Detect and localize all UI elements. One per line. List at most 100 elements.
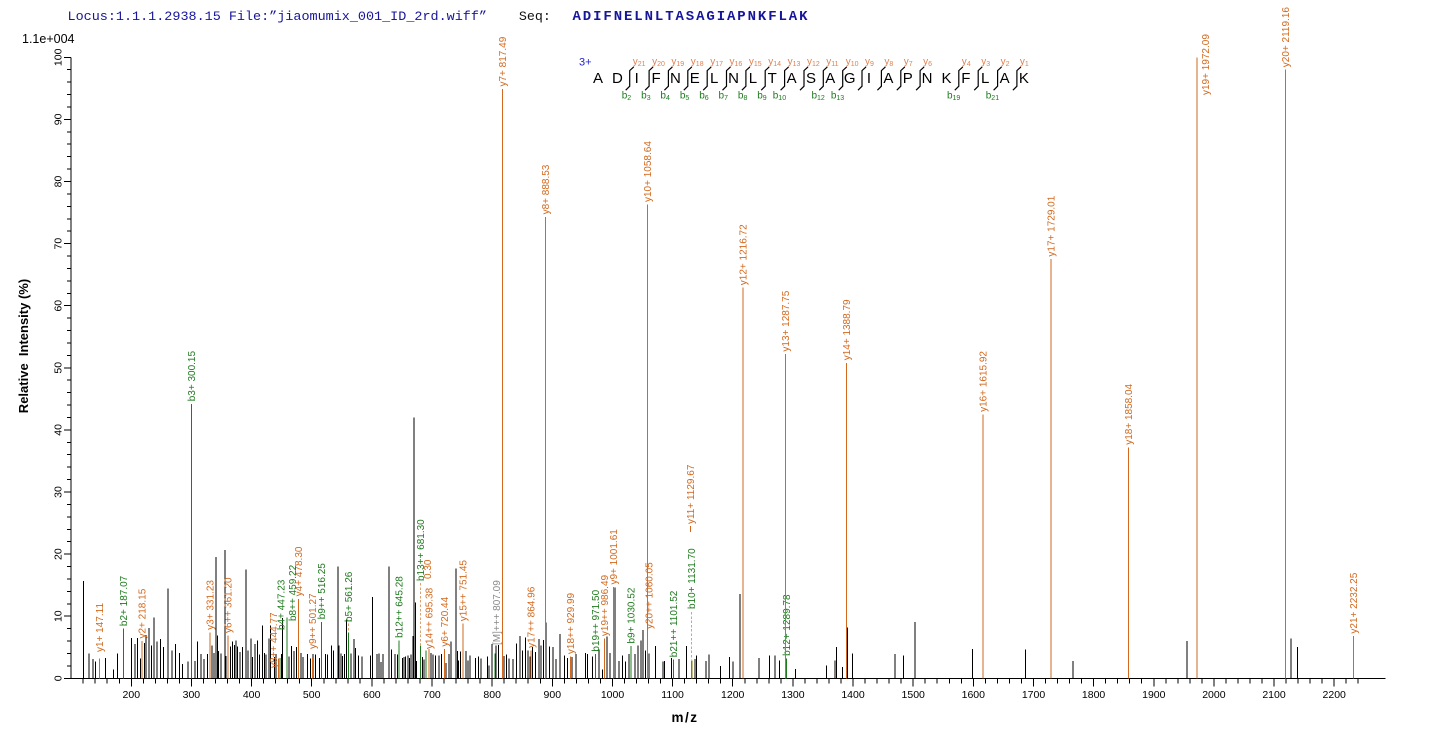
svg-text:y20++ 1060.05: y20++ 1060.05	[645, 562, 656, 629]
svg-text:10: 10	[53, 610, 65, 622]
svg-text:y2: y2	[1001, 57, 1010, 69]
svg-text:500: 500	[303, 689, 321, 701]
svg-text:b9: b9	[757, 91, 767, 103]
svg-text:y6++ 361.20: y6++ 361.20	[224, 577, 235, 633]
svg-text:900: 900	[544, 689, 562, 701]
svg-text:y14+ 1388.79: y14+ 1388.79	[842, 299, 853, 360]
svg-text:y20+ 2119.16: y20+ 2119.16	[1281, 7, 1292, 68]
svg-text:y14++ 695.38: y14++ 695.38	[425, 587, 436, 649]
svg-text:600: 600	[363, 689, 381, 701]
svg-text:m/z: m/z	[671, 710, 698, 725]
svg-text:800: 800	[483, 689, 501, 701]
svg-text:b8++ 459.22: b8++ 459.22	[288, 564, 299, 621]
svg-text:L: L	[981, 70, 989, 87]
svg-text:50: 50	[53, 362, 65, 374]
svg-text:y8: y8	[884, 57, 893, 69]
svg-text:b12++ 645.28: b12++ 645.28	[395, 576, 406, 638]
svg-text:K: K	[941, 70, 951, 87]
svg-text:1900: 1900	[1142, 689, 1166, 701]
svg-text:1.1e+004: 1.1e+004	[22, 32, 75, 46]
svg-text:y16: y16	[730, 57, 743, 69]
svg-text:E: E	[690, 70, 700, 87]
svg-text:N: N	[728, 70, 739, 87]
svg-text:y10: y10	[846, 57, 859, 69]
svg-text:Seq:: Seq:	[519, 9, 551, 24]
svg-text:Relative Intensity (%): Relative Intensity (%)	[16, 279, 31, 413]
svg-text:S: S	[806, 70, 816, 87]
svg-text:b13++ 681.30: b13++ 681.30	[416, 519, 427, 581]
svg-text:0: 0	[53, 675, 65, 681]
svg-text:N: N	[670, 70, 681, 87]
svg-text:y14: y14	[768, 57, 781, 69]
svg-text:y19++ 986.49: y19++ 986.49	[600, 574, 611, 636]
svg-text:b4: b4	[660, 91, 670, 103]
svg-text:2200: 2200	[1323, 689, 1347, 701]
svg-text:30: 30	[53, 486, 65, 498]
svg-text:L: L	[710, 70, 718, 87]
svg-text:b19++ 971.50: b19++ 971.50	[591, 589, 602, 651]
svg-text:y4: y4	[962, 57, 971, 69]
svg-text:b3+ 300.15: b3+ 300.15	[187, 351, 198, 402]
svg-text:y17: y17	[710, 57, 723, 69]
svg-text:F: F	[961, 70, 970, 87]
svg-text:b9++ 516.25: b9++ 516.25	[317, 563, 328, 620]
svg-text:y18+ 1858.04: y18+ 1858.04	[1124, 383, 1135, 444]
svg-text:D: D	[612, 70, 623, 87]
svg-text:1400: 1400	[841, 689, 865, 701]
svg-text:b19: b19	[947, 91, 960, 103]
svg-text:b6: b6	[699, 91, 709, 103]
svg-text:y8++ 444.77: y8++ 444.77	[269, 612, 280, 668]
svg-text:y13+ 1287.75: y13+ 1287.75	[781, 290, 792, 351]
svg-text:y12+ 1216.72: y12+ 1216.72	[738, 224, 749, 285]
svg-text:y8+ 888.53: y8+ 888.53	[541, 164, 552, 214]
svg-text:b2+ 187.07: b2+ 187.07	[119, 575, 130, 626]
svg-text:b10+ 1131.70: b10+ 1131.70	[687, 548, 698, 609]
svg-text:200: 200	[123, 689, 141, 701]
svg-text:b21: b21	[986, 91, 999, 103]
svg-text:700: 700	[423, 689, 441, 701]
svg-text:y1: y1	[1020, 57, 1029, 69]
svg-text:L: L	[749, 70, 757, 87]
svg-text:1600: 1600	[962, 689, 986, 701]
svg-text:b3: b3	[641, 91, 651, 103]
svg-text:F: F	[652, 70, 661, 87]
svg-text:A: A	[1000, 70, 1010, 87]
svg-text:y2+ 218.15: y2+ 218.15	[138, 588, 149, 638]
svg-text:b13: b13	[831, 91, 844, 103]
svg-text:y15: y15	[749, 57, 762, 69]
svg-text:b10: b10	[773, 91, 786, 103]
svg-text:90: 90	[53, 113, 65, 125]
svg-text:1300: 1300	[781, 689, 805, 701]
svg-text:b12+ 1289.78: b12+ 1289.78	[782, 594, 793, 656]
svg-text:y10+ 1058.64: y10+ 1058.64	[643, 141, 654, 202]
svg-text:y4+ 478.30: y4+ 478.30	[294, 546, 305, 596]
svg-text:I: I	[867, 70, 871, 87]
svg-text:1100: 1100	[661, 689, 684, 701]
svg-text:Locus:1.1.1.2938.15 File:”jiao: Locus:1.1.1.2938.15 File:”jiaomumix_001_…	[68, 9, 488, 24]
svg-text:y7: y7	[904, 57, 913, 69]
svg-text:y6: y6	[923, 57, 932, 69]
svg-text:b5+ 561.26: b5+ 561.26	[344, 571, 355, 622]
svg-text:b8: b8	[738, 91, 748, 103]
svg-text:y9+ 1001.61: y9+ 1001.61	[609, 529, 620, 585]
svg-text:b2: b2	[622, 91, 632, 103]
svg-text:1000: 1000	[601, 689, 625, 701]
svg-text:b21++ 1101.52: b21++ 1101.52	[669, 590, 680, 657]
svg-text:y19+ 1972.09: y19+ 1972.09	[1201, 34, 1212, 95]
svg-text:G: G	[844, 70, 856, 87]
svg-text:y15++ 751.45: y15++ 751.45	[459, 560, 470, 622]
svg-text:y13: y13	[788, 57, 801, 69]
svg-text:y7+ 817.49: y7+ 817.49	[498, 36, 509, 86]
svg-text:b12: b12	[811, 91, 824, 103]
svg-text:60: 60	[53, 300, 65, 312]
svg-text:2100: 2100	[1262, 689, 1286, 701]
svg-text:I: I	[635, 70, 639, 87]
svg-text:20: 20	[53, 548, 65, 560]
svg-text:300: 300	[183, 689, 201, 701]
svg-text:y3: y3	[981, 57, 990, 69]
svg-text:y11: y11	[826, 57, 838, 69]
svg-text:b7: b7	[719, 91, 729, 103]
svg-text:y12: y12	[807, 57, 820, 69]
svg-text:70: 70	[53, 238, 65, 250]
svg-text:y18++ 929.99: y18++ 929.99	[566, 592, 577, 654]
